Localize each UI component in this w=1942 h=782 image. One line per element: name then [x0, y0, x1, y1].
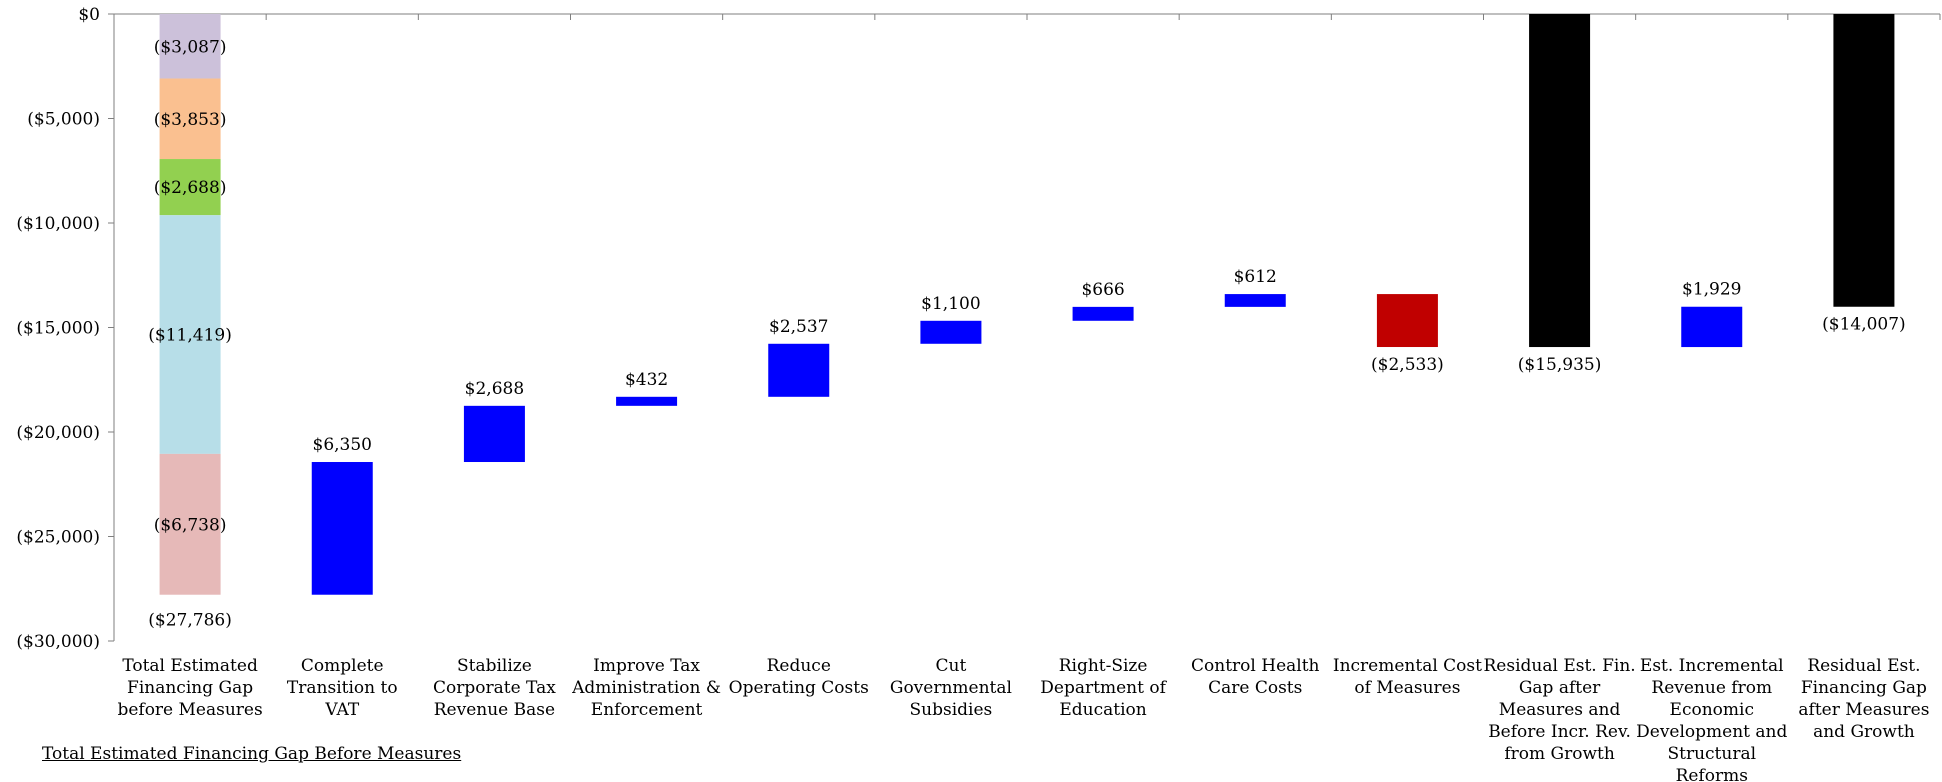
category-label: Est. Incremental Revenue from Economic Deve… — [1636, 656, 1787, 782]
y-axis: $0 ($5,000) ($10,000) ($15,000) ($20,000) ($2… — [16, 5, 1941, 652]
bar-value-label: $612 — [1234, 267, 1277, 287]
stack-segment — [159, 14, 221, 79]
stack-segment — [159, 215, 221, 454]
bar-value-label: ($2,533) — [1371, 355, 1444, 375]
bar-value-label: $432 — [625, 370, 668, 390]
increase-bar — [463, 405, 525, 463]
bar-value-label: $2,688 — [465, 379, 524, 399]
footnote-link[interactable]: Total Estimated Financing Gap Before Mea… — [42, 744, 462, 764]
y-tick-label: ($5,000) — [27, 110, 100, 130]
bar-value-label: $666 — [1081, 280, 1124, 300]
category-label: Control Health Care Costs — [1191, 656, 1320, 698]
segment-label: ($6,738) — [154, 515, 227, 535]
bar-value-label: $6,350 — [313, 435, 372, 455]
stack-segment — [159, 78, 221, 160]
bar-value-label: $1,929 — [1682, 280, 1741, 300]
stack-segment — [159, 453, 221, 595]
bar-value-label: ($15,935) — [1518, 355, 1602, 375]
category-label: Complete Transition to VAT — [287, 656, 398, 720]
bar-value-label: ($14,007) — [1822, 315, 1906, 335]
segment-label: ($2,688) — [154, 178, 227, 198]
y-tick-label: $0 — [78, 5, 100, 25]
bar-value-label: $1,100 — [921, 294, 980, 314]
increase-bar — [616, 396, 678, 406]
category-label: Improve Tax Administration & Enforcement — [571, 656, 721, 720]
increase-bar — [311, 462, 373, 595]
segment-label: ($3,087) — [154, 37, 227, 57]
increase-bar — [1072, 306, 1134, 321]
segment-label: ($3,853) — [154, 110, 227, 130]
category-label: Residual Est. Financing Gap after Measures… — [1798, 656, 1929, 742]
total-bar — [1529, 14, 1591, 348]
increase-bar — [1224, 294, 1286, 307]
bar-value-label: $2,537 — [769, 317, 828, 337]
total-gap-label: ($27,786) — [148, 611, 232, 631]
bars — [159, 14, 1895, 595]
data-labels: ($3,087) ($3,853) ($2,688) ($11,419) ($6,738… — [148, 37, 1905, 630]
y-tick-label: ($25,000) — [16, 528, 100, 548]
y-tick-label: ($10,000) — [16, 214, 100, 234]
y-tick-label: ($20,000) — [16, 423, 100, 443]
increase-bar — [1681, 306, 1743, 348]
y-tick-label: ($30,000) — [16, 632, 100, 652]
segment-label: ($11,419) — [148, 326, 232, 346]
y-tick-label: ($15,000) — [16, 319, 100, 339]
category-label: Incremental Cost of Measures — [1333, 656, 1482, 698]
category-label: Total Estimated Financing Gap before Measu… — [117, 656, 262, 720]
category-label: Reduce Operating Costs — [729, 656, 869, 698]
category-labels: Total Estimated Financing Gap before Measu… — [117, 656, 1929, 782]
category-label: Cut Governmental Subsidies — [890, 656, 1012, 720]
category-label: Residual Est. Fin. Gap after Measures and B… — [1483, 656, 1635, 764]
increase-bar — [768, 343, 830, 397]
category-label: Stabilize Corporate Tax Revenue Base — [433, 656, 556, 720]
stack-segment — [159, 159, 221, 216]
category-label: Right-Size Department of Education — [1040, 656, 1167, 720]
increase-bar — [920, 320, 982, 344]
decrease-bar — [1376, 294, 1438, 348]
total-bar — [1833, 14, 1895, 307]
